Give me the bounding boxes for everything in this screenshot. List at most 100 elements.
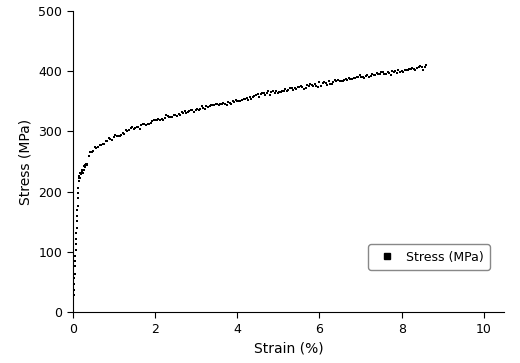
Point [131, 125, 139, 131]
Point [224, 99, 232, 105]
Point [174, 111, 183, 117]
Point [154, 117, 163, 122]
Point [232, 97, 240, 103]
Point [421, 64, 429, 70]
Point [297, 83, 305, 89]
Point [359, 74, 367, 80]
Point [413, 65, 421, 71]
Point [75, 175, 83, 181]
Point [373, 70, 381, 76]
Point [98, 141, 107, 147]
Point [136, 126, 144, 131]
Point [356, 72, 364, 78]
Point [79, 167, 87, 173]
Point [73, 203, 82, 209]
Point [284, 87, 293, 93]
Point [71, 263, 79, 269]
Point [353, 74, 361, 80]
Point [215, 102, 223, 108]
Point [370, 72, 378, 78]
Point [321, 80, 330, 86]
Point [125, 127, 133, 133]
Point [280, 88, 288, 94]
Point [295, 85, 304, 90]
Point [182, 110, 190, 116]
Point [123, 129, 132, 134]
Point [380, 71, 388, 77]
Point [315, 79, 323, 85]
Point [226, 101, 234, 106]
Point [144, 121, 152, 127]
Point [303, 82, 311, 88]
Point [82, 162, 90, 168]
Point [97, 142, 105, 148]
Point [76, 171, 85, 177]
Point [259, 90, 268, 96]
Point [88, 149, 96, 155]
Point [158, 117, 166, 122]
Point [418, 64, 426, 70]
Point [69, 308, 77, 314]
Point [277, 89, 285, 95]
Point [386, 72, 395, 77]
Point [168, 114, 176, 120]
Point [354, 74, 362, 80]
Point [86, 149, 95, 155]
Point [233, 98, 242, 103]
Point [94, 144, 102, 150]
Point [77, 171, 85, 177]
Point [73, 207, 82, 213]
Point [283, 88, 291, 94]
Point [252, 92, 260, 98]
Point [150, 117, 158, 123]
Point [71, 258, 79, 264]
Point [77, 168, 86, 174]
Legend: Stress (MPa): Stress (MPa) [368, 244, 489, 270]
Point [278, 88, 287, 94]
Point [70, 287, 78, 293]
Point [209, 102, 217, 108]
Point [177, 109, 186, 115]
Point [264, 89, 272, 94]
Point [142, 122, 150, 128]
Point [70, 281, 78, 287]
Point [235, 98, 243, 104]
Point [320, 79, 328, 85]
Point [345, 76, 353, 81]
Point [371, 73, 380, 78]
Point [238, 97, 246, 102]
Point [241, 97, 249, 102]
Point [360, 75, 369, 81]
Point [162, 112, 171, 118]
Point [212, 101, 220, 107]
Point [117, 132, 125, 138]
Point [133, 124, 141, 130]
Point [93, 145, 101, 151]
Point [190, 109, 198, 115]
Point [153, 117, 161, 123]
Point [72, 225, 81, 231]
Point [375, 71, 384, 77]
Point [126, 125, 135, 131]
Point [79, 167, 87, 173]
Point [408, 65, 417, 71]
Point [72, 231, 81, 236]
Point [69, 304, 77, 310]
Point [385, 70, 393, 76]
Point [272, 89, 280, 94]
Point [213, 101, 222, 107]
Point [71, 247, 80, 253]
Point [83, 162, 92, 168]
Point [170, 112, 178, 118]
Point [80, 163, 88, 169]
Point [145, 121, 153, 127]
Point [219, 100, 228, 106]
Point [383, 70, 392, 76]
Point [210, 102, 218, 108]
Point [112, 134, 121, 139]
Point [80, 167, 88, 173]
Point [324, 78, 333, 84]
Point [300, 86, 308, 92]
Point [256, 91, 265, 97]
Point [304, 83, 313, 89]
